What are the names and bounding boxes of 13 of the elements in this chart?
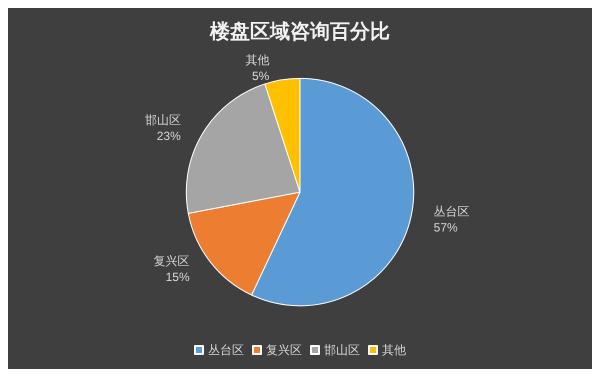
slice-label: 其他 bbox=[245, 52, 270, 67]
data-label: 57% bbox=[434, 220, 458, 235]
slice-label: 丛台区 bbox=[434, 204, 470, 219]
slice-label: 邯山区 bbox=[144, 113, 181, 128]
data-label: 23% bbox=[156, 129, 182, 144]
legend-label: 其他 bbox=[382, 343, 406, 357]
data-label: 15% bbox=[166, 270, 190, 284]
legend-label: 邯山区 bbox=[324, 343, 360, 357]
legend-label: 复兴区 bbox=[266, 343, 302, 357]
legend-label: 丛台区 bbox=[208, 343, 244, 357]
slice-label: 复兴区 bbox=[154, 254, 190, 268]
data-label: 5% bbox=[252, 68, 270, 83]
chart-title: 楼盘区域咨询百分比 bbox=[209, 19, 390, 43]
